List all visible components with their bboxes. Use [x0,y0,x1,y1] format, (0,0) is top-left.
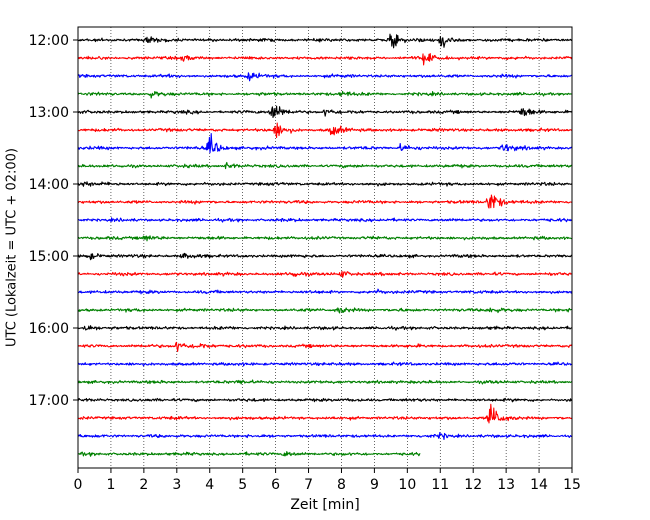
trace-group [77,33,573,457]
trace-line [78,379,573,385]
trace-line [77,341,573,352]
x-tick-label: 4 [205,477,214,493]
y-axis-ticks: 12:00 13:00 14:00 15:00 16:00 17:00 [29,33,78,409]
y-tick-label: 16:00 [29,321,69,337]
trace-line [77,33,572,49]
trace-line [77,451,421,457]
trace-line [77,307,572,314]
x-tick-label: 9 [370,477,379,493]
trace-line [77,161,573,170]
trace-line [77,133,573,154]
y-tick-label: 15:00 [29,249,69,265]
trace-line [77,288,573,295]
x-tick-label: 14 [530,477,548,493]
x-tick-label: 5 [238,477,247,493]
trace-line [77,90,572,99]
trace-line [77,72,572,82]
x-tick-label: 11 [431,477,449,493]
x-tick-label: 13 [497,477,515,493]
x-tick-label: 0 [74,477,83,493]
x-axis-ticks: 0 1 2 3 4 5 6 7 8 9 10 11 12 13 14 15 [74,468,581,493]
plot-area-frame [77,26,573,469]
trace-line [77,181,573,187]
y-tick-label: 14:00 [29,177,69,193]
y-tick-label: 12:00 [29,33,69,49]
x-tick-label: 12 [464,477,482,493]
x-tick-label: 7 [304,477,313,493]
x-tick-label: 10 [398,477,416,493]
x-axis-label: Zeit [min] [290,497,359,513]
trace-line [77,403,573,424]
trace-line [77,53,573,66]
trace-line [77,361,572,367]
trace-line [77,122,573,139]
trace-line [77,105,573,119]
y-axis-label: UTC (Lokalzeit = UTC + 02:00) [5,148,20,347]
trace-line [77,397,573,403]
trace-line [77,194,573,209]
x-tick-label: 3 [172,477,181,493]
y-tick-label: 13:00 [29,105,69,121]
trace-line [77,217,573,223]
trace-line [77,270,573,278]
x-tick-label: 6 [271,477,280,493]
trace-line [77,235,572,242]
x-tick-label: 1 [106,477,115,493]
x-tick-label: 2 [139,477,148,493]
y-tick-label: 17:00 [29,393,69,409]
trace-line [77,252,573,261]
trace-line [77,325,572,331]
x-tick-label: 15 [563,477,581,493]
x-tick-label: 8 [337,477,346,493]
trace-line [77,431,572,441]
